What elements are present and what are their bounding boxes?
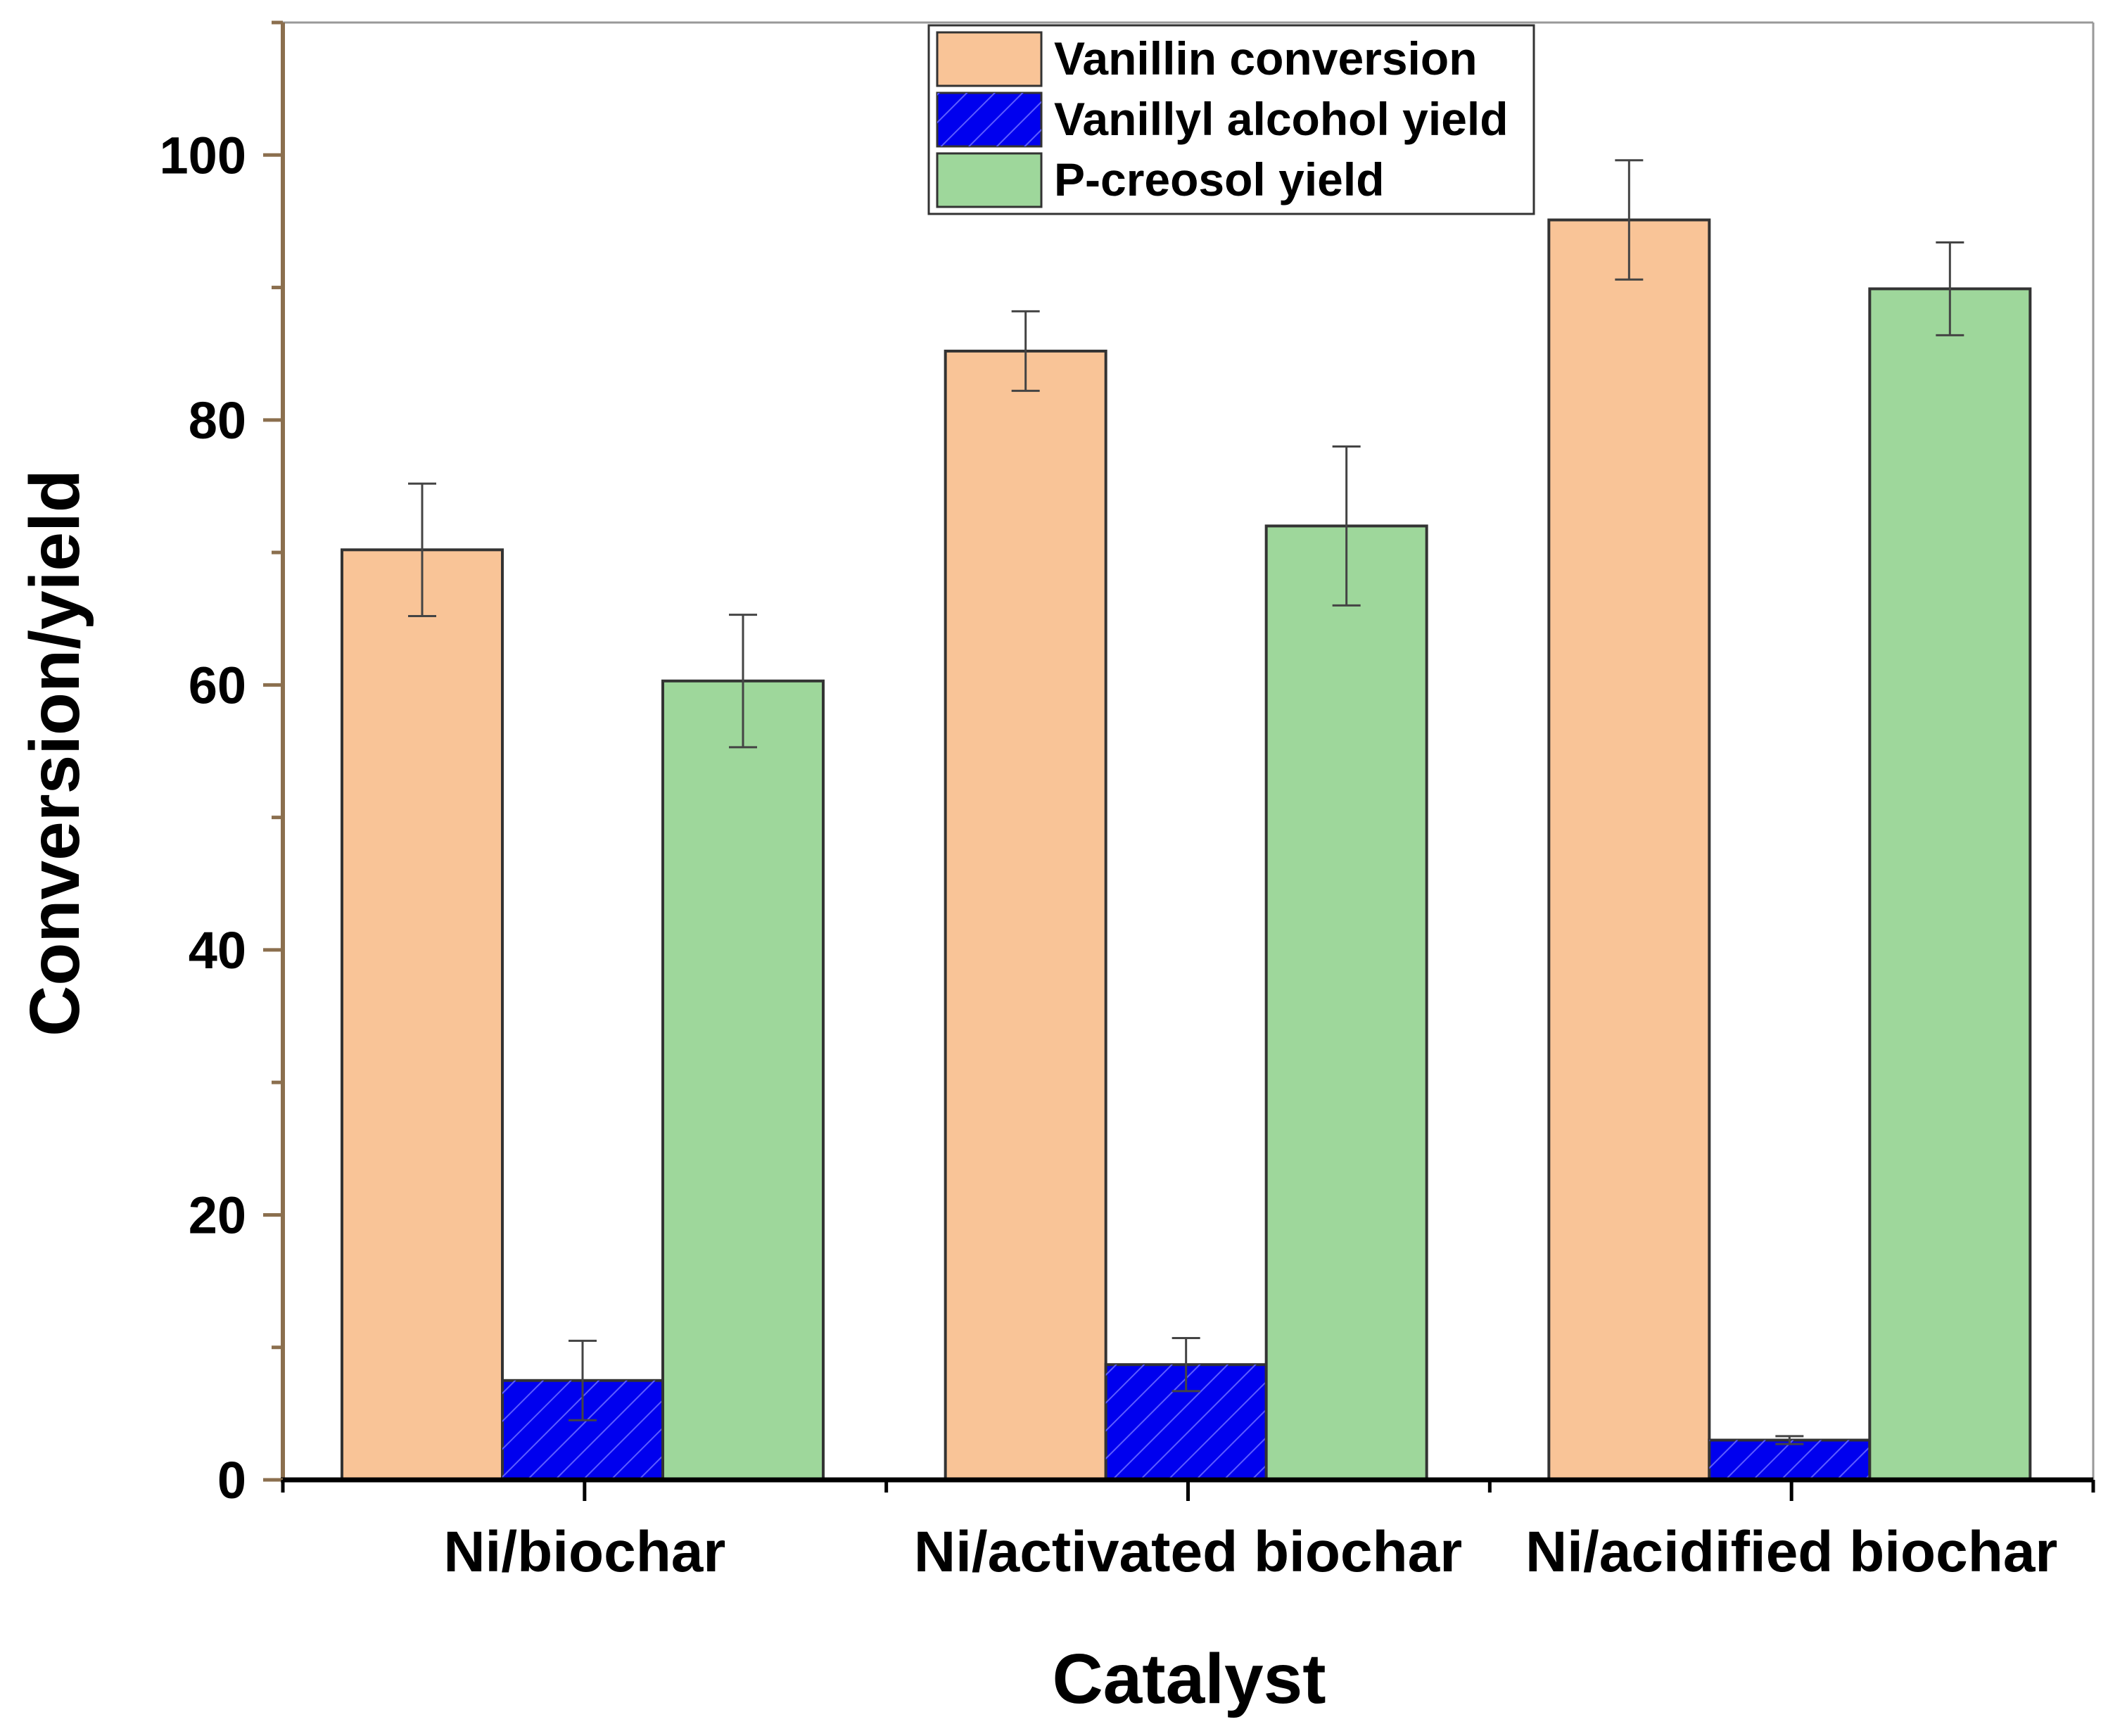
legend-swatch-hatch-1: [937, 93, 1041, 146]
legend: Vanillin conversion Vanillyl alcohol yiel…: [927, 24, 1535, 215]
x-tick-label-1: Ni/activated biochar: [914, 1520, 1462, 1584]
y-tick-label-80: 80: [189, 391, 246, 450]
bar-vanillin-conversion-2: [1547, 218, 1711, 1481]
x-tick-label-2: Ni/acidified biochar: [1525, 1520, 2057, 1584]
bar-p-creosol-yield-2: [1868, 287, 2032, 1481]
legend-swatch-2: [936, 152, 1043, 208]
legend-label-0: Vanillin conversion: [1054, 32, 1478, 84]
y-ticks-group: 0 20 40 60 80 100: [160, 20, 283, 1509]
y-tick-label-100: 100: [160, 126, 246, 184]
axes-group: [281, 23, 2093, 1483]
bar-vanillin-conversion-0: [341, 548, 504, 1481]
plot-area: [283, 21, 2095, 1480]
bar-vanillin-conversion-1: [944, 349, 1107, 1481]
legend-label-2: P-creosol yield: [1054, 153, 1385, 205]
y-tick-label-0: 0: [217, 1451, 246, 1509]
bar-hatch-1-2: [1709, 1440, 1870, 1480]
legend-label-1: Vanillyl alcohol yield: [1054, 93, 1509, 145]
x-axis-title: Catalyst: [1052, 1640, 1326, 1718]
x-tick-label-0: Ni/biochar: [443, 1520, 725, 1584]
y-tick-label-60: 60: [189, 656, 246, 714]
bar-p-creosol-yield-0: [661, 679, 825, 1481]
error-bars-group: [408, 159, 1964, 1445]
y-axis-title: Conversion/yield: [15, 469, 94, 1037]
bars-group: [341, 218, 2032, 1482]
y-tick-label-40: 40: [189, 921, 246, 980]
legend-swatch-0: [936, 31, 1043, 87]
bar-p-creosol-yield-1: [1264, 524, 1428, 1481]
y-tick-label-20: 20: [189, 1186, 246, 1244]
x-ticks-group: Ni/biochar Ni/activated biochar Ni/acidifi…: [281, 1480, 2095, 1584]
